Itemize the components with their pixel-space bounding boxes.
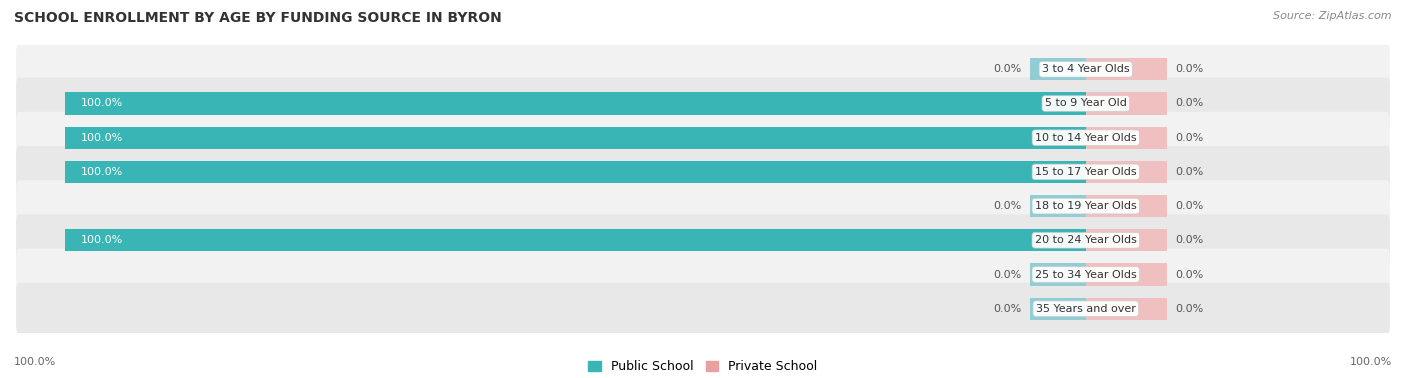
Legend: Public School, Private School: Public School, Private School	[583, 355, 823, 378]
Bar	[1029, 195, 1085, 217]
Bar	[1085, 297, 1167, 320]
Text: 20 to 24 Year Olds: 20 to 24 Year Olds	[1035, 235, 1136, 245]
Text: 5 to 9 Year Old: 5 to 9 Year Old	[1045, 99, 1126, 108]
Text: 0.0%: 0.0%	[1175, 133, 1204, 143]
Text: 100.0%: 100.0%	[1350, 357, 1392, 367]
FancyBboxPatch shape	[15, 180, 1391, 232]
Text: 100.0%: 100.0%	[80, 235, 122, 245]
Bar	[1085, 195, 1167, 217]
Bar	[1085, 92, 1167, 115]
Text: 0.0%: 0.0%	[993, 304, 1021, 314]
Bar	[1029, 263, 1085, 286]
FancyBboxPatch shape	[15, 43, 1391, 95]
Bar	[1029, 297, 1085, 320]
Text: 25 to 34 Year Olds: 25 to 34 Year Olds	[1035, 270, 1136, 279]
Bar	[65, 229, 1085, 251]
Bar	[1085, 127, 1167, 149]
FancyBboxPatch shape	[15, 146, 1391, 198]
Bar	[1085, 58, 1167, 81]
Text: 3 to 4 Year Olds: 3 to 4 Year Olds	[1042, 64, 1129, 74]
Text: 0.0%: 0.0%	[1175, 235, 1204, 245]
Text: 0.0%: 0.0%	[1175, 270, 1204, 279]
Text: 100.0%: 100.0%	[14, 357, 56, 367]
Text: 0.0%: 0.0%	[993, 64, 1021, 74]
Text: 0.0%: 0.0%	[993, 270, 1021, 279]
FancyBboxPatch shape	[15, 214, 1391, 266]
FancyBboxPatch shape	[15, 283, 1391, 335]
Bar	[1085, 263, 1167, 286]
Text: Source: ZipAtlas.com: Source: ZipAtlas.com	[1274, 11, 1392, 21]
FancyBboxPatch shape	[15, 248, 1391, 301]
Bar	[65, 127, 1085, 149]
Bar	[1085, 229, 1167, 251]
Bar	[65, 92, 1085, 115]
Text: 0.0%: 0.0%	[1175, 99, 1204, 108]
Text: 100.0%: 100.0%	[80, 133, 122, 143]
Text: 0.0%: 0.0%	[1175, 64, 1204, 74]
Text: 35 Years and over: 35 Years and over	[1036, 304, 1136, 314]
Text: SCHOOL ENROLLMENT BY AGE BY FUNDING SOURCE IN BYRON: SCHOOL ENROLLMENT BY AGE BY FUNDING SOUR…	[14, 11, 502, 25]
Text: 0.0%: 0.0%	[1175, 201, 1204, 211]
Text: 0.0%: 0.0%	[1175, 167, 1204, 177]
Text: 10 to 14 Year Olds: 10 to 14 Year Olds	[1035, 133, 1136, 143]
Text: 100.0%: 100.0%	[80, 167, 122, 177]
Bar	[1029, 58, 1085, 81]
Bar	[1085, 161, 1167, 183]
Text: 15 to 17 Year Olds: 15 to 17 Year Olds	[1035, 167, 1136, 177]
FancyBboxPatch shape	[15, 112, 1391, 164]
Bar	[65, 161, 1085, 183]
Text: 0.0%: 0.0%	[1175, 304, 1204, 314]
FancyBboxPatch shape	[15, 77, 1391, 130]
Text: 0.0%: 0.0%	[993, 201, 1021, 211]
Text: 18 to 19 Year Olds: 18 to 19 Year Olds	[1035, 201, 1136, 211]
Text: 100.0%: 100.0%	[80, 99, 122, 108]
